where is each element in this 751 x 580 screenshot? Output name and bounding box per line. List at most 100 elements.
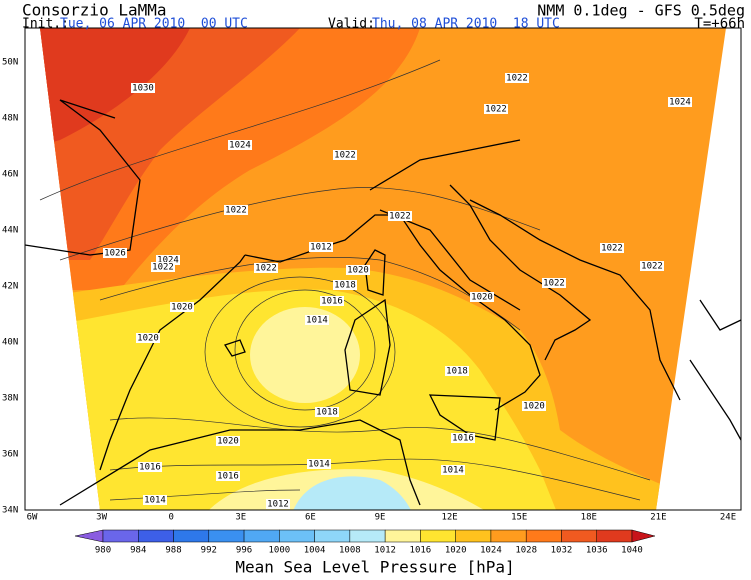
contour-label: 1024 xyxy=(229,141,251,151)
contour-label-bg xyxy=(216,471,240,481)
contour-label-bg xyxy=(151,262,175,272)
contour-label: 1022 xyxy=(225,206,247,216)
contour-label: 1020 xyxy=(471,293,493,303)
title: Mean Sea Level Pressure [hPa] xyxy=(235,558,514,577)
contour-label: 1014 xyxy=(308,460,330,470)
valid-value: Thu, 08 APR 2010 18 UTC xyxy=(372,17,560,32)
map-frame xyxy=(24,27,742,511)
contour-label-bg xyxy=(522,401,546,411)
contour-label: 1026 xyxy=(104,249,126,259)
contour-label: 1016 xyxy=(452,434,474,444)
lon-label: 24E xyxy=(720,513,736,523)
lat-label: 36N xyxy=(2,450,18,460)
contour-label-bg xyxy=(441,465,465,475)
lon-label: 18E xyxy=(581,513,597,523)
colorbar-under xyxy=(74,529,104,543)
lon-label: 3W xyxy=(96,513,107,523)
lon-label: 21E xyxy=(650,513,666,523)
org: Consorzio LaMMa xyxy=(22,1,167,20)
colorbar-tick-label: 1004 xyxy=(304,546,326,556)
colorbar-bin xyxy=(138,529,174,543)
contour-label-bg xyxy=(320,296,344,306)
contour-label-bg xyxy=(266,499,290,509)
contours xyxy=(39,59,651,501)
colorbar-bin xyxy=(596,529,633,543)
colorbar-tick-label: 1032 xyxy=(551,546,573,556)
contour-label-bg xyxy=(470,292,494,302)
contour-label: 1014 xyxy=(442,466,464,476)
contour-label: 1018 xyxy=(446,367,468,377)
colorbar-tick-label: 1012 xyxy=(374,546,396,556)
contour-label-bg xyxy=(305,315,329,325)
contour-label: 1022 xyxy=(255,264,277,274)
contour-label-bg xyxy=(542,278,566,288)
contour-label: 1012 xyxy=(310,243,332,253)
contour-label-bg xyxy=(484,104,508,114)
contour-label: 1022 xyxy=(334,151,356,161)
colorbar-bin xyxy=(173,529,210,543)
lon-label: 3E xyxy=(235,513,246,523)
contour-label: 1024 xyxy=(157,256,179,266)
colorbar-bin xyxy=(525,529,562,543)
contour-label-bg xyxy=(451,433,475,443)
colorbar-bin xyxy=(384,529,421,543)
lon-label: 12E xyxy=(441,513,457,523)
colorbar-tick-label: 1040 xyxy=(621,546,643,556)
contour-label: 1018 xyxy=(334,281,356,291)
contour-label-bg xyxy=(315,407,339,417)
lat-label: 34N xyxy=(2,506,18,516)
colorbar-tick-label: 1036 xyxy=(586,546,608,556)
contour-label-bg xyxy=(224,205,248,215)
init-value: Tue, 06 APR 2010 00 UTC xyxy=(60,17,248,32)
contour-label-bg xyxy=(254,263,278,273)
colorbar-tick-label: 1028 xyxy=(515,546,537,556)
contour-label: 1020 xyxy=(137,334,159,344)
lon-label: 0 xyxy=(168,513,173,523)
contour-label-bg xyxy=(228,140,252,150)
colorbar-bin xyxy=(490,529,527,543)
contour-label: 1022 xyxy=(389,212,411,222)
lat-label: 48N xyxy=(2,114,18,124)
contour-label: 1024 xyxy=(669,98,691,108)
contour-label-bg xyxy=(170,302,194,312)
contour-label-bg xyxy=(346,265,370,275)
contour-label-bg xyxy=(600,243,624,253)
colorbar-tick-label: 984 xyxy=(130,546,146,556)
contour-label: 1030 xyxy=(132,84,154,94)
colorbar-bin xyxy=(455,529,492,543)
lon-label: 9E xyxy=(375,513,386,523)
contour-label: 1016 xyxy=(321,297,343,307)
lead: T=+66h xyxy=(694,16,745,32)
contour-label: 1020 xyxy=(523,402,545,412)
lon-label: 6W xyxy=(27,513,38,523)
colorbar-tick-label: 980 xyxy=(95,546,111,556)
pressure-field xyxy=(40,28,726,510)
colorbar-bin xyxy=(102,529,139,543)
colorbar-tick-label: 988 xyxy=(165,546,181,556)
colorbar-tick-label: 1020 xyxy=(445,546,467,556)
contour-label: 1022 xyxy=(485,105,507,115)
colorbar-over xyxy=(631,529,656,543)
model: NMM 0.1deg - GFS 0.5deg xyxy=(537,2,745,20)
contour-label: 1022 xyxy=(543,279,565,289)
colorbar-bin xyxy=(314,529,351,543)
coastlines xyxy=(24,99,742,506)
lat-label: 38N xyxy=(2,394,18,404)
contour-label-bg xyxy=(505,73,529,83)
contour-label: 1014 xyxy=(144,496,166,506)
lon-label: 6E xyxy=(305,513,316,523)
contour-label: 1020 xyxy=(171,303,193,313)
contour-label-bg xyxy=(445,366,469,376)
contour-label: 1014 xyxy=(306,316,328,326)
contour-label-bg xyxy=(388,211,412,221)
contour-label: 1022 xyxy=(641,262,663,272)
lat-label: 46N xyxy=(2,170,18,180)
colorbar-tick-label: 992 xyxy=(201,546,217,556)
contour-label-bg xyxy=(138,462,162,472)
contour-label-bg xyxy=(156,255,180,265)
colorbar-bin xyxy=(208,529,245,543)
contour-label-bg xyxy=(136,333,160,343)
lat-label: 40N xyxy=(2,338,18,348)
contour-label-bg xyxy=(333,150,357,160)
